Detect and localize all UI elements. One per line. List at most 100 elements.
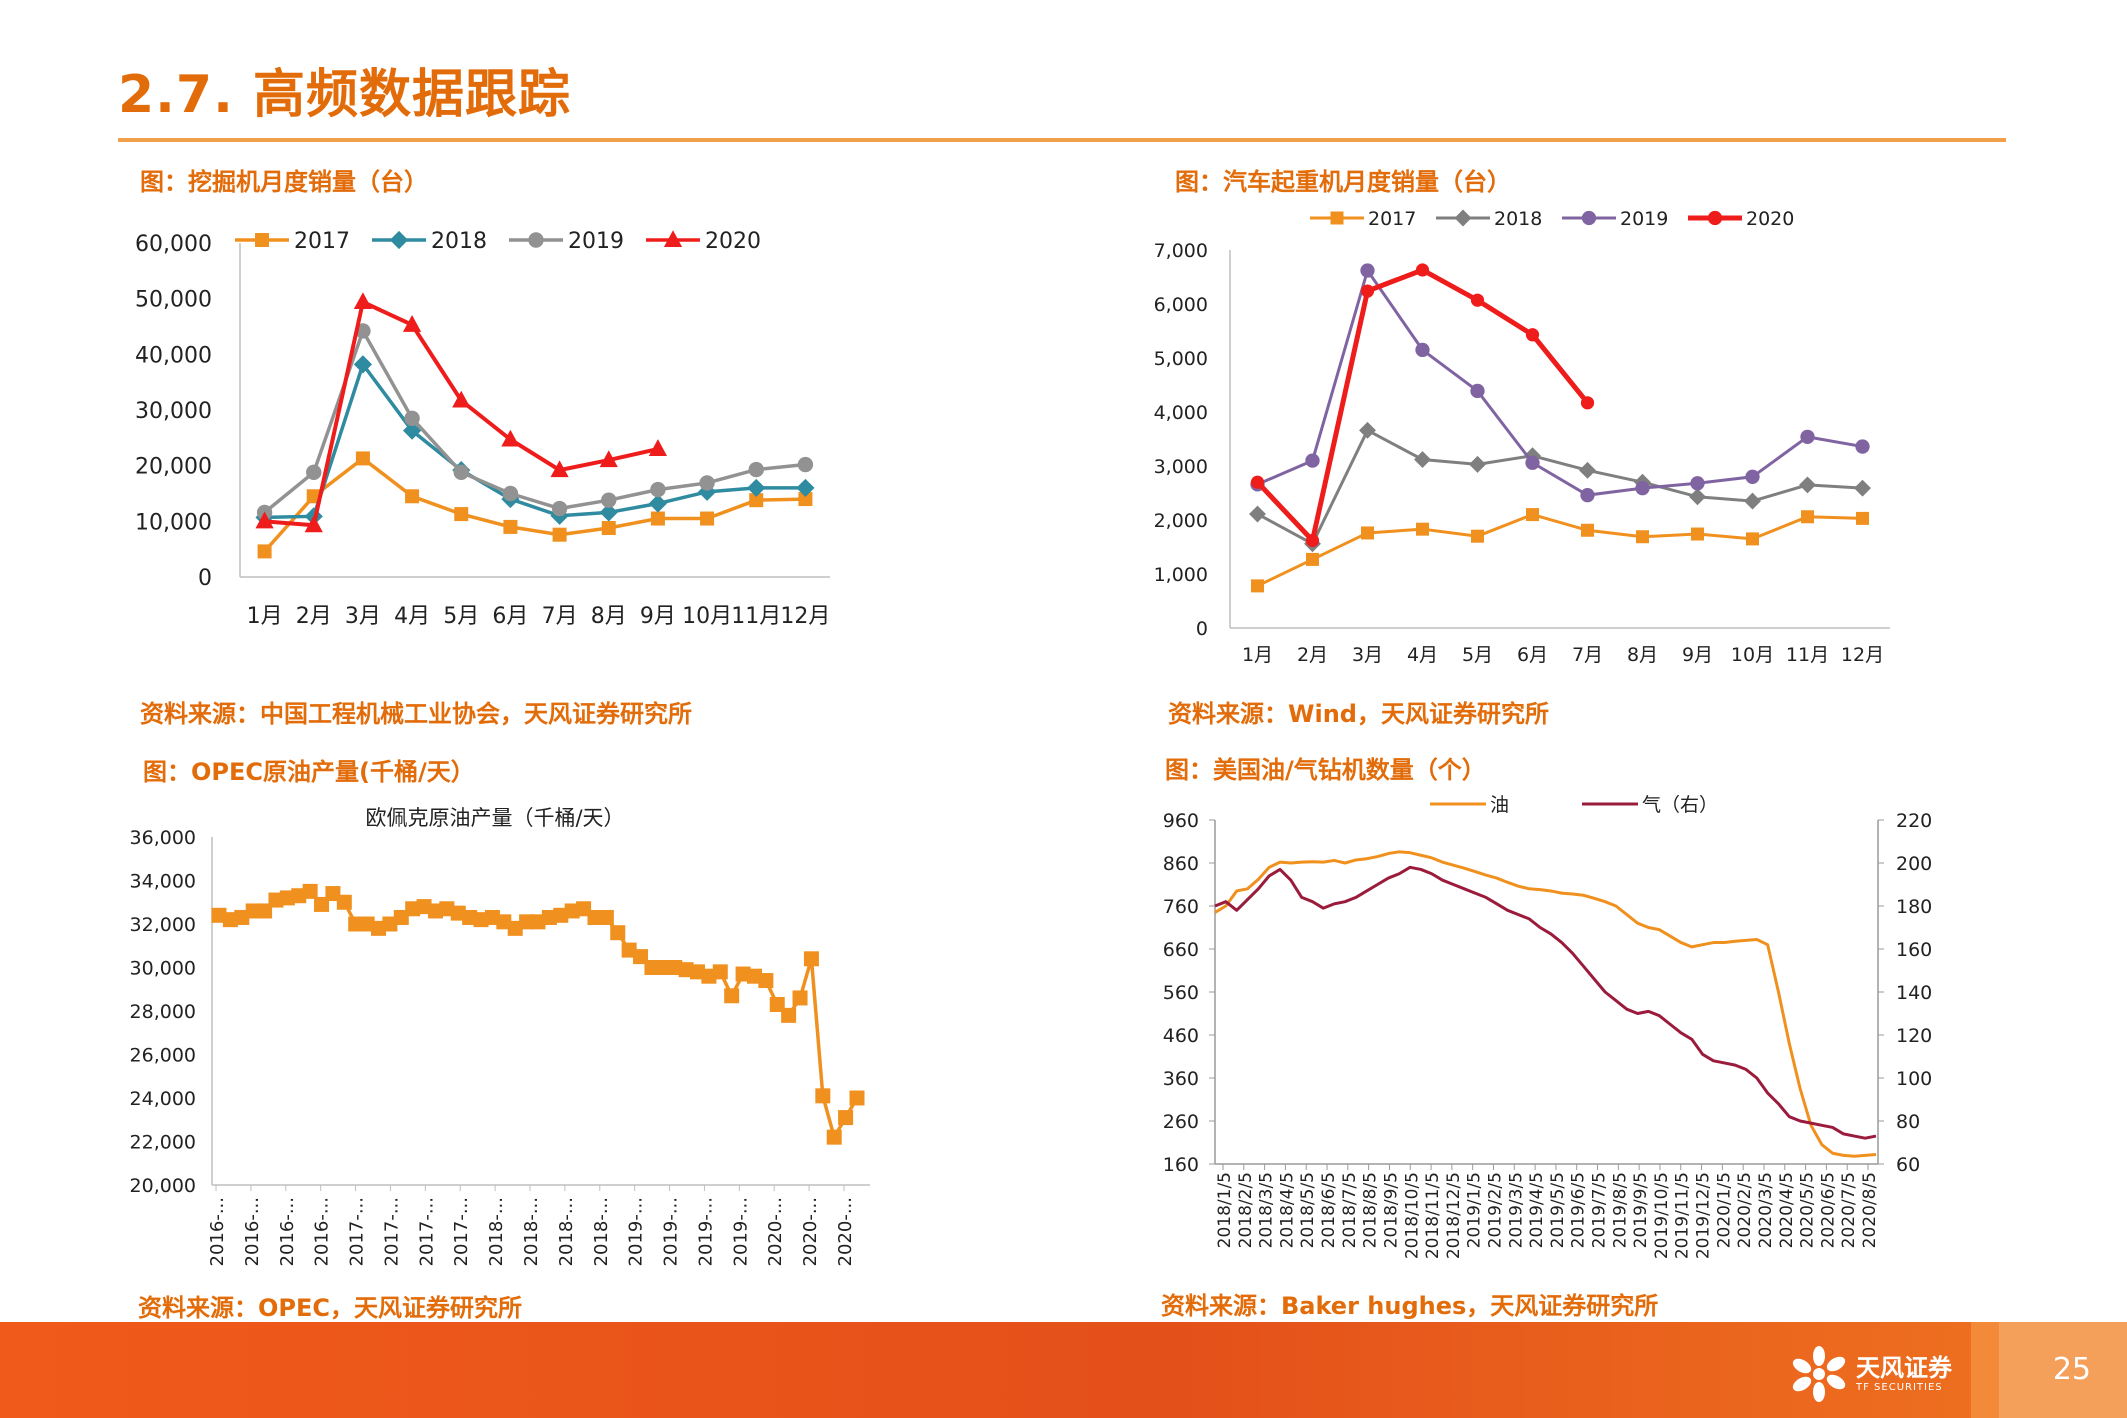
y-right-tick-label: 80 [1896,1111,1920,1133]
data-point-opec [530,914,546,930]
chart-title: 欧佩克原油产量（千桶/天） [365,806,624,830]
data-point-2020 [1525,328,1540,342]
data-point-opec [473,912,489,928]
data-point-opec [302,883,318,899]
brand-name-cn: 天风证券 [1856,1354,1952,1382]
data-point-2019 [306,464,322,481]
data-point-2017 [1526,508,1539,522]
x-tick-label: 2020/8/5 [1860,1172,1880,1248]
series-line-2017 [1256,513,1863,588]
y-tick-label: 26,000 [130,1045,196,1067]
x-tick-label: 10月 [1731,644,1774,666]
opec-chart-source: 资料来源：OPEC，天风证券研究所 [138,1294,522,1322]
series-line-gas [1214,865,1877,1140]
y-right-tick-label: 120 [1896,1025,1932,1047]
y-left-tick-label: 960 [1163,810,1199,832]
flower-logo-icon [1792,1346,1846,1402]
x-tick-label: 9月 [640,604,676,629]
data-point-2020 [452,390,471,408]
y-right-tick-label: 220 [1896,810,1932,832]
data-point-2017 [1691,527,1704,541]
y-right-tick-label: 160 [1896,939,1932,961]
series-line-2019 [263,326,806,514]
series-line-oil [1214,850,1877,1158]
y-right-tick-label: 100 [1896,1068,1932,1090]
x-tick-label: 2018/1/5 [1215,1172,1235,1248]
x-tick-label: 2019/12/5 [1694,1172,1714,1259]
y-left-tick-label: 560 [1163,982,1199,1004]
y-tick-label: 22,000 [130,1132,196,1154]
x-tick-label: 2019/8/5 [1610,1172,1630,1248]
data-point-opec [450,905,466,921]
data-point-opec [257,903,273,919]
data-point-2019 [699,475,715,491]
legend-label: 气（右） [1642,794,1718,816]
x-tick-label: 2019/2/5 [1485,1172,1505,1248]
excavator-sales-chart: 0 10,000 20,000 30,000 40,000 50,000 60,000 1月 2… [135,229,830,629]
legend-marker-2018 [1454,209,1472,227]
x-tick-label: 2018/6/5 [1319,1172,1339,1248]
page-title: 2.7. 高频数据跟踪 [118,65,571,125]
data-point-2018 [648,494,668,513]
legend-marker-2018 [389,230,409,250]
data-point-opec [690,964,705,980]
x-tick-label: 2019/7/5 [1590,1172,1610,1248]
data-point-opec [439,901,455,917]
series-line-2020 [264,299,659,528]
data-point-opec [758,973,774,989]
data-point-2017 [749,493,764,508]
x-tick-label: 2017-... [381,1197,402,1266]
y-tick-label: 60,000 [135,232,212,257]
x-tick-label: 2019/5/5 [1548,1172,1568,1248]
data-point-opec [222,912,238,928]
data-point-2018 [353,355,373,374]
x-tick-label: 2018/7/5 [1340,1172,1360,1248]
data-point-2017 [1471,529,1484,543]
x-tick-label: 2019-... [626,1197,647,1266]
data-point-2017 [1306,552,1319,566]
data-point-2020 [304,515,323,533]
data-point-2020 [255,511,274,529]
x-tick-label: 6月 [1517,644,1548,666]
data-point-opec [621,942,637,958]
y-right-tick-label: 180 [1896,896,1932,918]
x-tick-label: 1月 [247,604,283,629]
data-point-opec [701,968,717,984]
x-tick-label: 2019-... [730,1197,751,1266]
y-tick-label: 4,000 [1154,402,1208,424]
x-tick-label: 2020-... [800,1197,821,1266]
data-point-2020 [1250,475,1265,489]
x-tick-label: 4月 [394,604,430,629]
data-point-opec [348,916,364,932]
data-point-2017 [1416,522,1429,536]
data-point-opec [803,951,819,967]
y-tick-label: 3,000 [1154,456,1208,478]
data-point-opec [610,925,626,941]
legend-label: 2019 [568,229,624,254]
x-tick-label: 2019/10/5 [1652,1172,1672,1259]
x-tick-label: 2020/6/5 [1818,1172,1838,1248]
data-point-opec [416,899,432,915]
data-point-2017 [1856,511,1869,525]
legend-label: 2017 [1368,208,1416,230]
x-tick-label: 2019/11/5 [1673,1172,1693,1259]
data-point-opec [667,960,683,975]
x-tick-label: 2018/3/5 [1257,1172,1277,1248]
data-point-opec [427,903,443,919]
x-tick-label: 2016-... [277,1197,298,1266]
x-tick-label: 2019/1/5 [1465,1172,1485,1248]
data-point-opec [633,949,649,965]
data-point-opec [405,901,421,917]
y-tick-label: 20,000 [130,1175,196,1197]
crane-chart-caption: 图：汽车起重机月度销量（台） [1175,168,1511,196]
series-line-2017 [263,456,806,553]
data-point-opec [838,1110,854,1126]
data-point-2018 [1359,421,1376,439]
data-point-2019 [1305,453,1320,468]
data-point-2019 [1635,480,1650,496]
data-point-2017 [454,507,469,522]
series-line-2019 [1256,267,1863,497]
legend-marker-2017 [1330,211,1344,225]
data-point-2017 [650,511,665,526]
data-point-opec [211,907,227,923]
